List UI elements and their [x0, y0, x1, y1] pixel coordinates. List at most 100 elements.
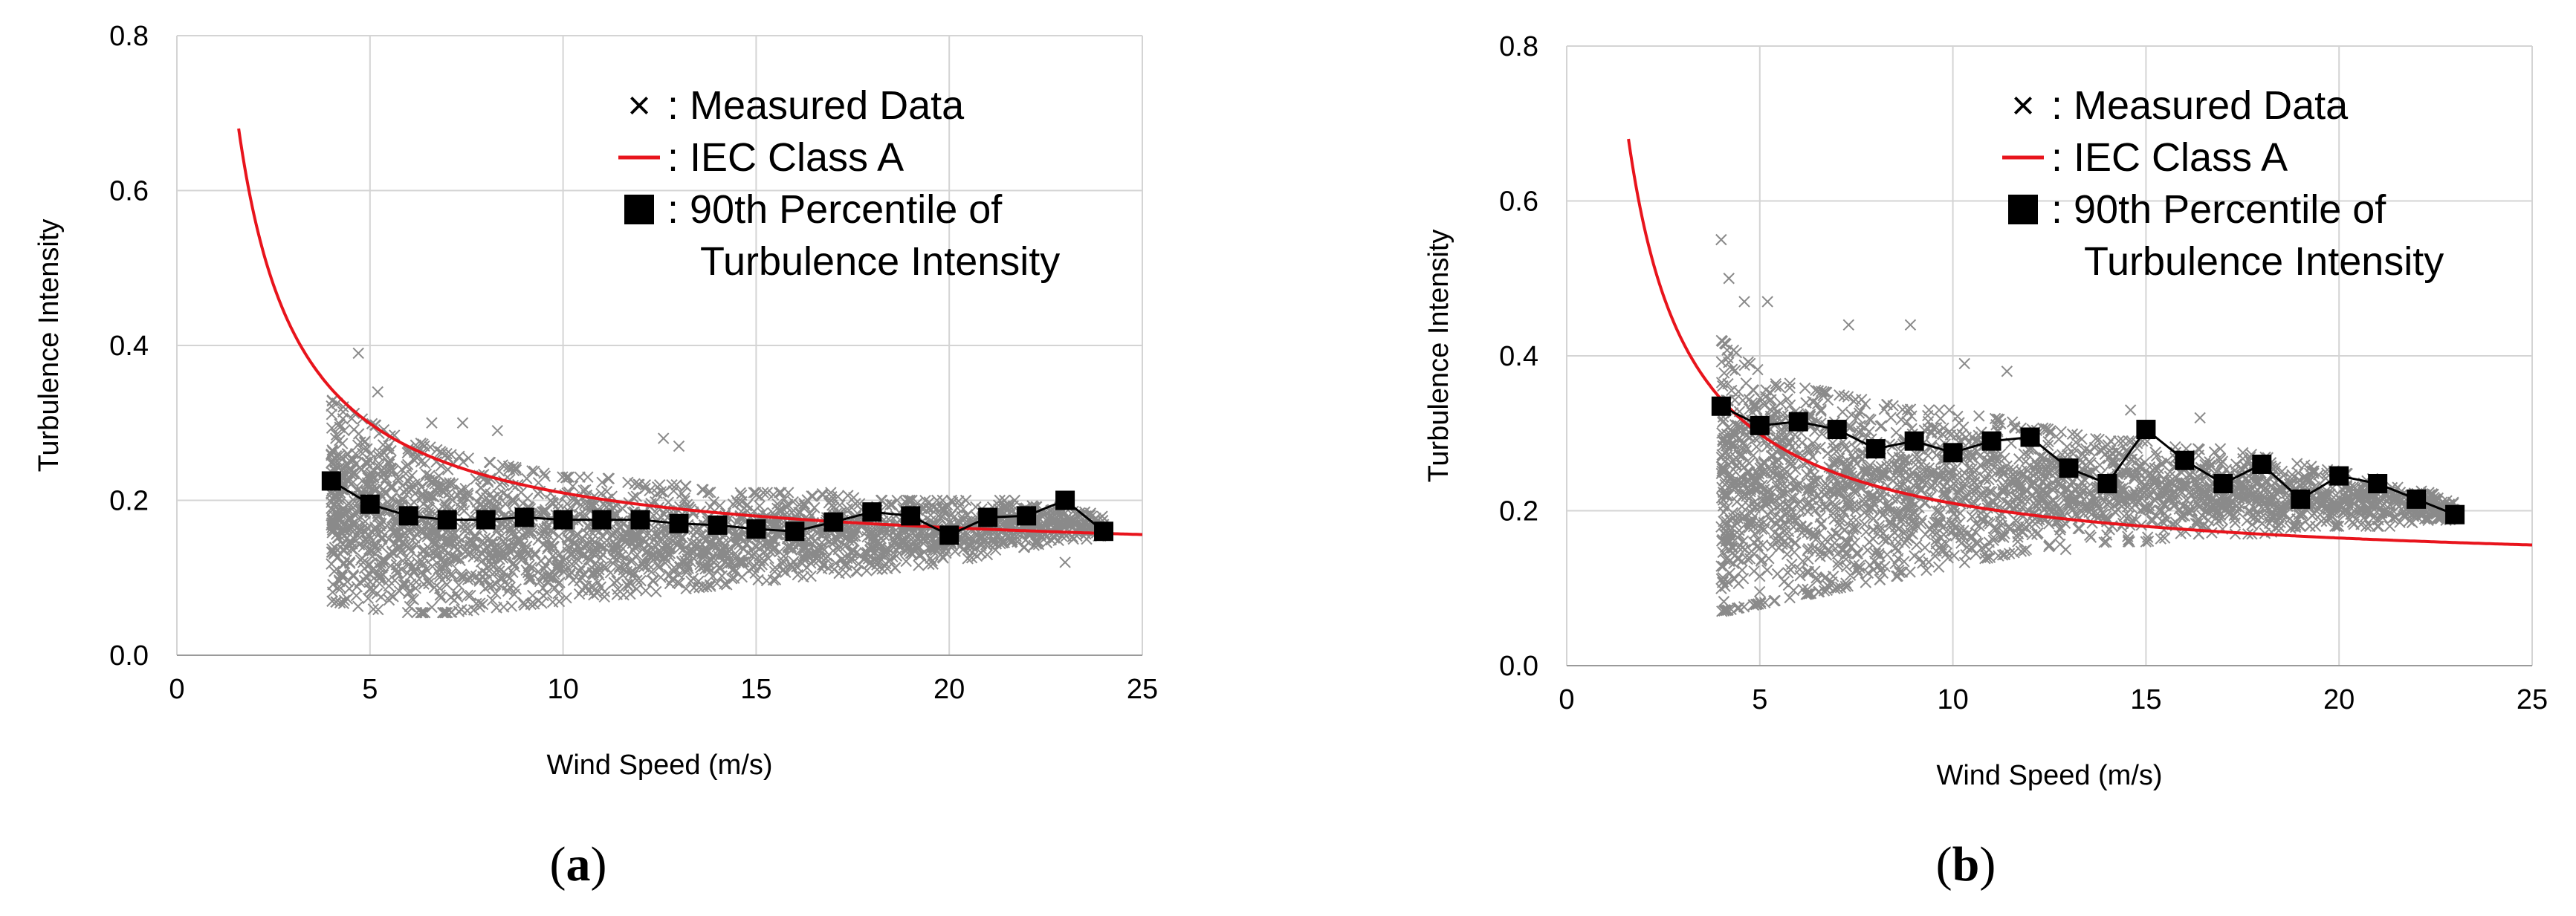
legend-label: : 90th Percentile of [667, 187, 1003, 232]
percentile-marker [360, 494, 380, 514]
percentile-marker [1750, 415, 1770, 435]
panel-a: 0 5 10 15 20 25 0.0 0.2 0.4 0.6 0.8 Wind Speed (m/s… [33, 21, 1158, 891]
percentile-marker [669, 513, 689, 533]
x-tick-label: 10 [547, 674, 578, 705]
x-tick-label: 5 [362, 674, 378, 705]
percentile-marker [2445, 504, 2465, 524]
legend-square-swatch [2008, 195, 2038, 224]
percentile-marker [2020, 427, 2040, 447]
x-tick-label: 20 [933, 674, 965, 705]
percentile-marker [592, 510, 612, 530]
y-tick-label: 0.0 [1499, 651, 1538, 682]
measured-data-point [2194, 412, 2206, 424]
percentile-marker [398, 506, 418, 526]
legend: ×: Measured Data: IEC Class A: 90th Perc… [2002, 83, 2444, 284]
measured-data-point [1904, 319, 1917, 331]
percentile-marker [746, 519, 766, 539]
legend-label-line2: Turbulence Intensity [2084, 239, 2444, 284]
measured-data-series [1715, 233, 2461, 617]
percentile-marker [2059, 458, 2079, 478]
iec-class-a-curve [237, 128, 1142, 536]
legend-label: : IEC Class A [2051, 135, 2288, 180]
caption-letter: a [566, 837, 591, 891]
percentile-marker [476, 510, 496, 530]
percentile-marker [785, 522, 805, 542]
x-tick-label: 25 [1127, 674, 1158, 705]
percentile-marker [2407, 489, 2427, 509]
percentile-marker [2329, 466, 2349, 486]
measured-data-point [426, 417, 438, 429]
y-tick-label: 0.2 [109, 486, 149, 517]
measured-data-point [1723, 273, 1735, 285]
percentile-marker [823, 512, 844, 532]
caption-open: ( [550, 837, 566, 891]
percentile-marker [2291, 489, 2311, 509]
legend-label: : Measured Data [2051, 83, 2349, 128]
legend-label: : IEC Class A [667, 135, 904, 180]
percentile-marker [2175, 450, 2195, 470]
percentile-marker [514, 507, 534, 527]
percentile-marker [2097, 474, 2117, 494]
measured-data-point [1059, 556, 1071, 568]
iec-class-a-curve [1627, 138, 2532, 547]
percentile-marker [321, 471, 341, 491]
measured-data-point [1715, 233, 1727, 246]
x-axis-title: Wind Speed (m/s) [1936, 760, 2162, 791]
percentile-marker [1017, 506, 1037, 526]
y-tick-label: 0.4 [109, 331, 149, 362]
x-tick-label: 25 [2517, 684, 2548, 715]
x-tick-label: 0 [169, 674, 184, 705]
percentile-marker [2252, 454, 2272, 474]
percentile-marker [1904, 431, 1924, 451]
y-tick-label: 0.6 [1499, 186, 1538, 218]
percentile-marker [1711, 396, 1731, 416]
percentile-marker [2213, 474, 2233, 494]
legend: × : Measured Data : IEC Class A : 90th Perc… [618, 83, 1060, 284]
panel-caption: (a) [550, 837, 607, 891]
y-tick-label: 0.8 [1499, 31, 1538, 62]
x-axis-title: Wind Speed (m/s) [546, 750, 772, 781]
percentile-marker [1094, 522, 1114, 542]
percentile-marker [978, 507, 998, 527]
percentile-marker [2368, 474, 2388, 494]
legend-square-swatch [624, 195, 654, 224]
y-tick-label: 0.4 [1499, 341, 1538, 372]
panel-caption: (b) [1936, 837, 1996, 891]
percentile-marker [437, 510, 457, 530]
measured-data-point [1738, 296, 1750, 308]
percentile-marker [1055, 490, 1075, 510]
y-tick-label: 0.2 [1499, 496, 1538, 527]
percentile-marker [708, 515, 728, 535]
percentile-marker [553, 510, 573, 530]
x-tick-label: 20 [2323, 684, 2355, 715]
percentile-marker [1943, 443, 1963, 463]
measured-data-point [1761, 296, 1773, 308]
legend-label: : Measured Data [667, 83, 965, 128]
measured-data-point [2124, 404, 2137, 416]
measured-data-point [2001, 366, 2013, 377]
legend-cross-swatch: × [2011, 83, 2035, 128]
measured-data-point [673, 440, 685, 452]
measured-data-point [491, 424, 503, 437]
x-tick-label: 10 [1937, 684, 1968, 715]
y-tick-label: 0.0 [109, 640, 149, 672]
legend-cross-swatch: × [627, 83, 651, 128]
panel-b: 0 5 10 15 20 25 0.0 0.2 0.4 0.6 0.8 Wind Speed (m/s… [1423, 31, 2548, 891]
caption-open: ( [1936, 837, 1952, 891]
x-tick-label: 0 [1559, 684, 1574, 715]
percentile-marker [1865, 439, 1886, 459]
percentile-marker [2136, 420, 2156, 440]
caption-close: ) [1979, 837, 1996, 891]
percentile-marker [1788, 412, 1808, 432]
legend-label-line2: Turbulence Intensity [700, 239, 1060, 284]
x-tick-label: 5 [1752, 684, 1767, 715]
measured-data-point [352, 347, 364, 360]
percentile-marker [862, 502, 882, 522]
measured-data-cloud [1715, 334, 2461, 617]
caption-close: ) [591, 837, 607, 891]
y-tick-label: 0.6 [109, 176, 149, 207]
y-axis-title: Turbulence Intensity [1423, 230, 1454, 483]
x-tick-label: 15 [740, 674, 771, 705]
y-tick-label: 0.8 [109, 21, 149, 52]
measured-data-point [1958, 357, 1970, 370]
